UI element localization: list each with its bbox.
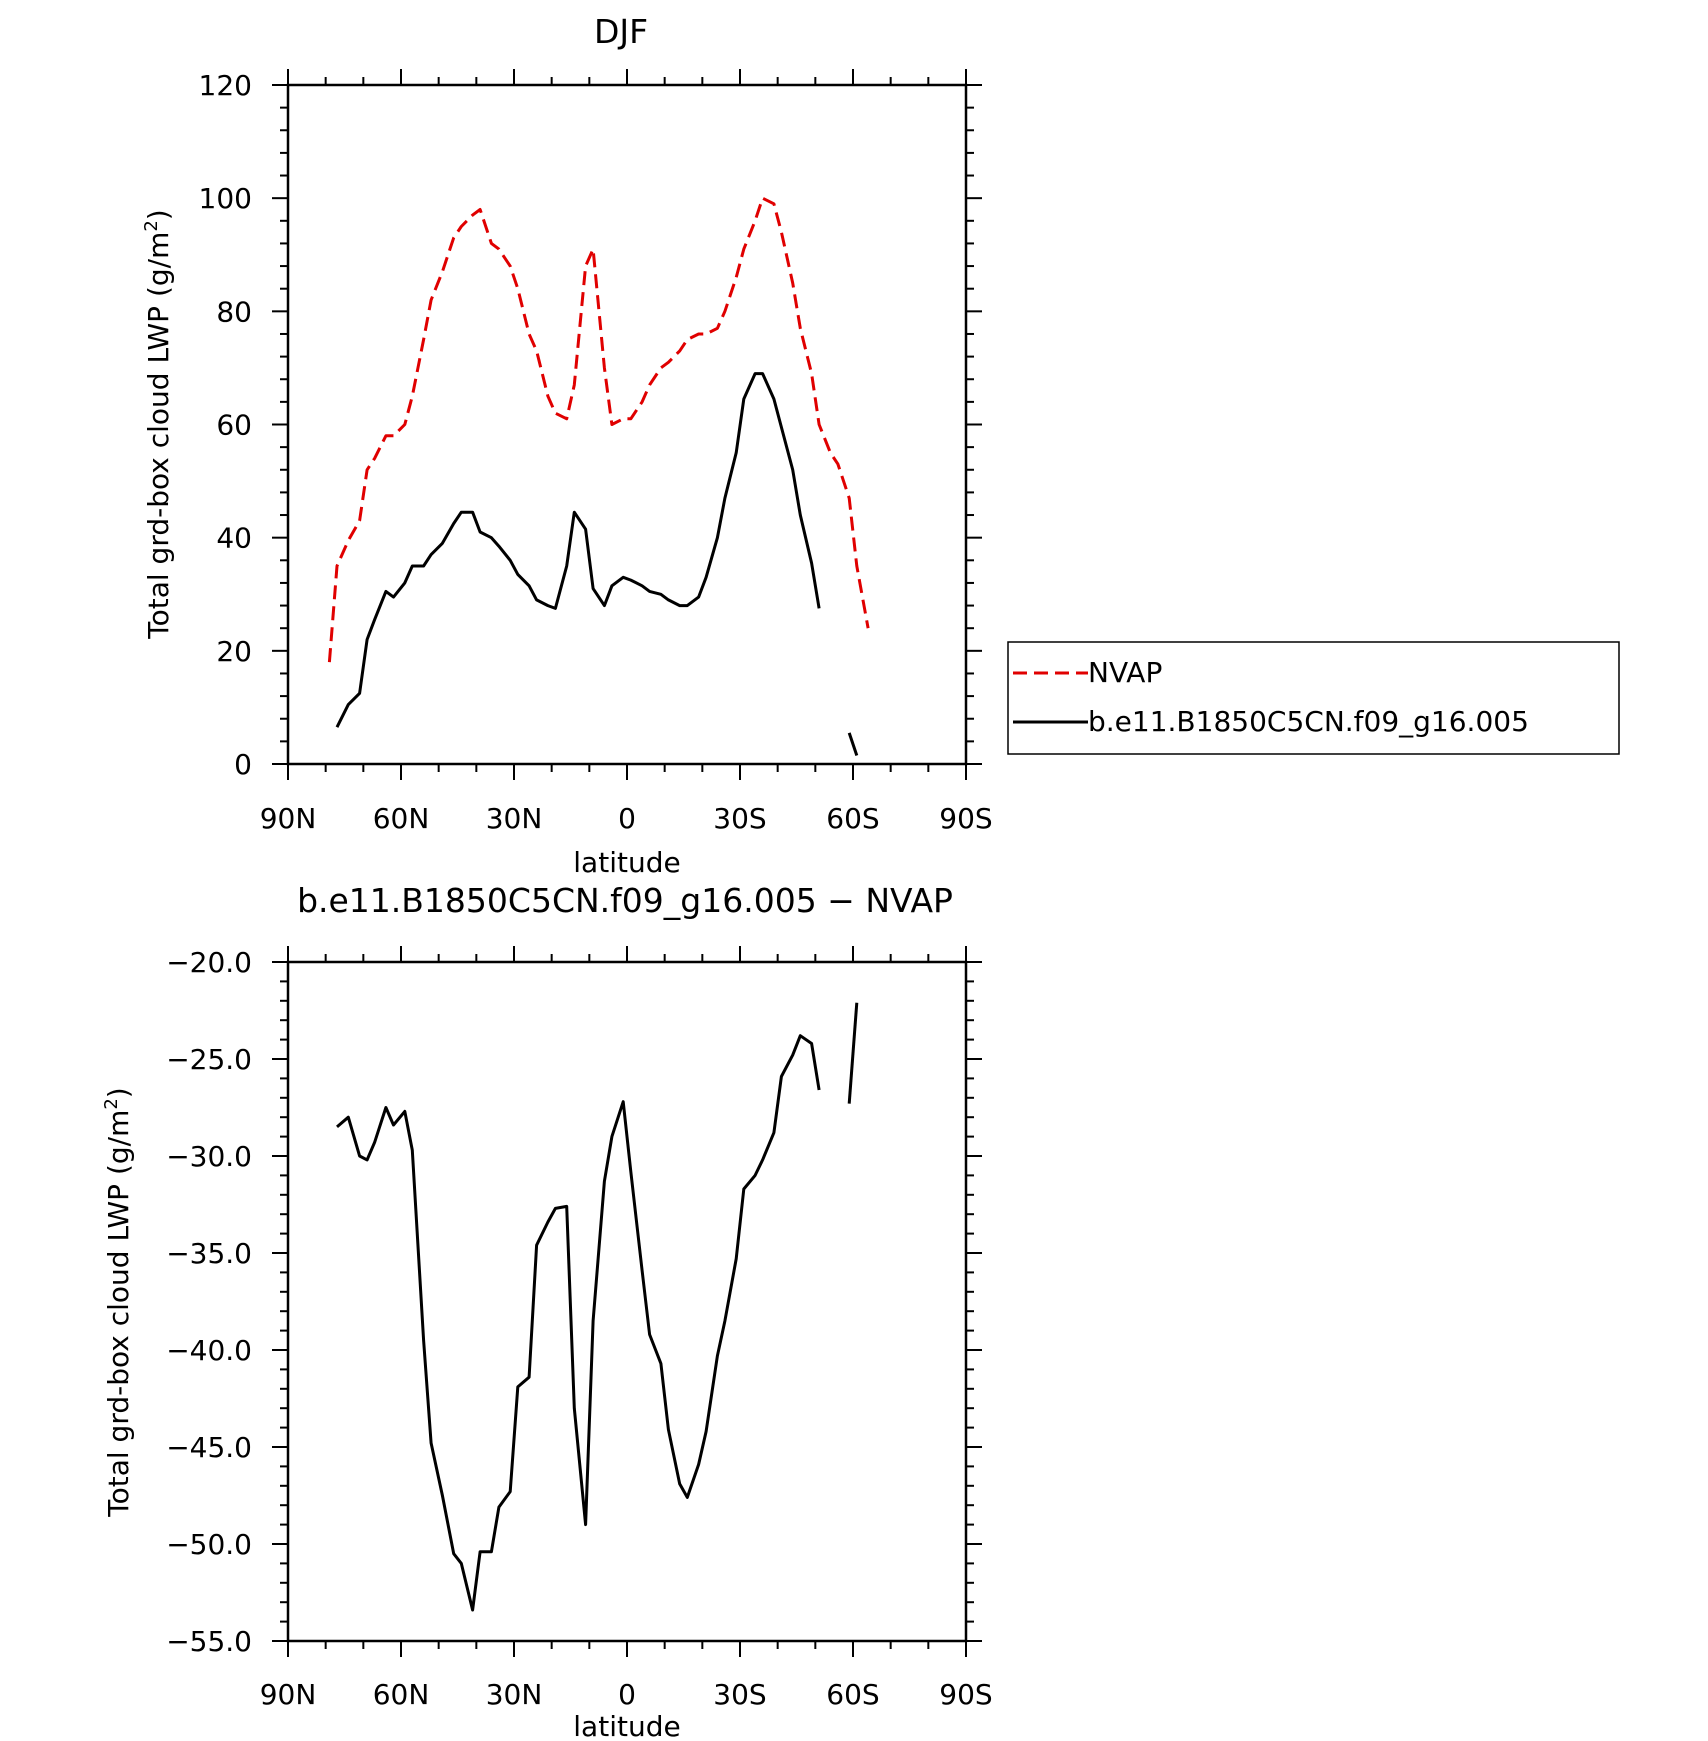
x-tick-label: 30S [713, 1678, 766, 1711]
series-line-difference [847, 1002, 859, 1104]
y-tick-label: −35.0 [166, 1237, 252, 1270]
bottom-y-axis-label-superscript: 2 [101, 1098, 122, 1109]
bottom-x-axis-label: latitude [573, 1710, 680, 1741]
legend-label-model: b.e11.B1850C5CN.f09_g16.005 [1088, 705, 1529, 738]
top-tick-marks [272, 69, 982, 780]
x-tick-label: 90N [260, 802, 317, 835]
y-tick-label: 40 [216, 522, 252, 555]
y-tick-label: 60 [216, 409, 252, 442]
top-x-axis-label: latitude [573, 846, 680, 879]
x-tick-label: 30N [486, 1678, 543, 1711]
bottom-y-tick-labels: −55.0 −50.0 −45.0 −40.0 −35.0 −30.0 −25.0 −20.0 [166, 946, 252, 1658]
x-tick-label: 90S [939, 802, 992, 835]
series-line-nvap [327, 196, 870, 663]
series-line-b-e11-b1850c5cn-f09-g16-005 [335, 372, 821, 728]
top-series-lines [327, 196, 870, 756]
bottom-x-tick-labels: 90N 60N 30N 0 30S 60S 90S [260, 1678, 993, 1711]
y-tick-label: −25.0 [166, 1043, 252, 1076]
bottom-y-axis-label-end: ) [102, 1087, 135, 1098]
x-tick-label: 90S [939, 1678, 992, 1711]
top-chart-title: DJF [594, 12, 648, 51]
x-tick-label: 0 [618, 802, 636, 835]
x-tick-label: 60S [826, 1678, 879, 1711]
top-y-axis-label-text: Total grd-box cloud LWP (g/m [142, 232, 175, 640]
y-tick-label: 0 [234, 748, 252, 781]
x-tick-label: 60S [826, 802, 879, 835]
legend-box [1007, 641, 1620, 755]
legend-label-nvap: NVAP [1088, 656, 1162, 689]
series-line-b-e11-b1850c5cn-f09-g16-005 [847, 732, 859, 756]
bottom-y-axis-label: Total grd-box cloud LWP (g/m2) [101, 1087, 135, 1518]
series-line-difference [336, 1034, 821, 1612]
x-tick-label: 0 [618, 1678, 636, 1711]
y-tick-label: −40.0 [166, 1334, 252, 1367]
y-tick-label: −55.0 [166, 1625, 252, 1658]
x-tick-label: 90N [260, 1678, 317, 1711]
bottom-panel: b.e11.B1850C5CN.f09_g16.005 − NVAP −55.0… [101, 881, 993, 1741]
x-tick-label: 60N [373, 802, 430, 835]
x-tick-label: 60N [373, 1678, 430, 1711]
y-tick-label: −30.0 [166, 1140, 252, 1173]
x-tick-label: 30N [486, 802, 543, 835]
top-y-tick-labels: 0 20 40 60 80 100 120 [199, 69, 252, 781]
top-y-axis-label: Total grd-box cloud LWP (g/m2) [141, 209, 175, 640]
bottom-series-lines [336, 1002, 859, 1612]
bottom-chart-title: b.e11.B1850C5CN.f09_g16.005 − NVAP [297, 881, 953, 920]
y-tick-label: −45.0 [166, 1431, 252, 1464]
bottom-y-axis-label-text: Total grd-box cloud LWP (g/m [102, 1110, 135, 1518]
y-tick-label: −20.0 [166, 946, 252, 979]
y-tick-label: −50.0 [166, 1528, 252, 1561]
y-tick-label: 20 [216, 635, 252, 668]
y-tick-label: 100 [199, 182, 252, 215]
x-tick-label: 30S [713, 802, 766, 835]
top-x-tick-labels: 90N 60N 30N 0 30S 60S 90S [260, 802, 993, 835]
top-y-axis-label-end: ) [142, 209, 175, 220]
y-tick-label: 80 [216, 295, 252, 328]
bottom-tick-marks [272, 946, 982, 1657]
top-y-axis-label-superscript: 2 [141, 220, 162, 231]
y-tick-label: 120 [199, 69, 252, 102]
top-plot-frame [286, 83, 968, 766]
legend: NVAP b.e11.B1850C5CN.f09_g16.005 [1007, 641, 1620, 755]
bottom-plot-frame [286, 960, 968, 1643]
